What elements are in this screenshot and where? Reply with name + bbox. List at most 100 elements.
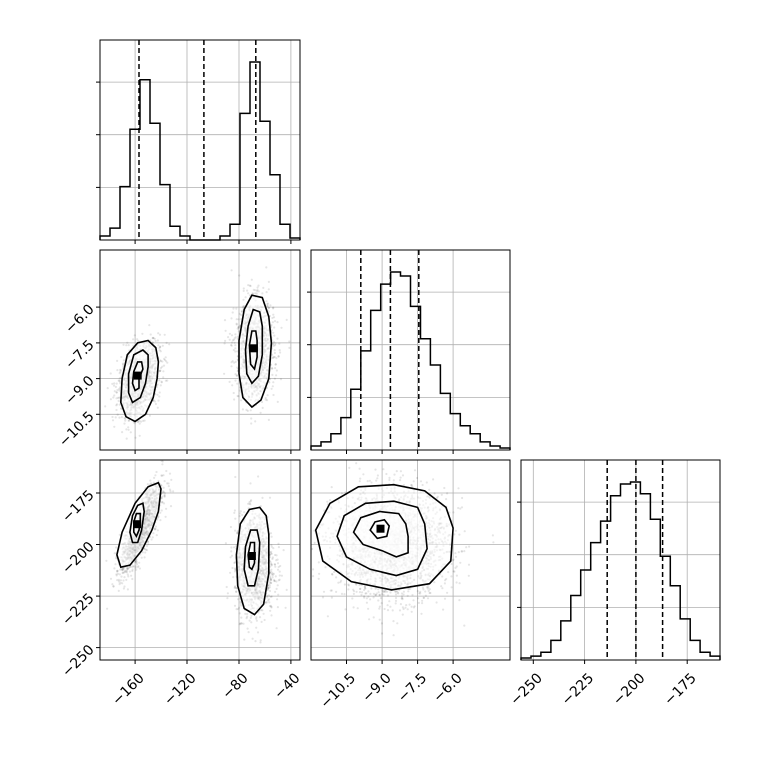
- sample-point: [153, 337, 156, 340]
- sample-point: [105, 559, 108, 562]
- sample-point: [160, 497, 163, 500]
- sample-point: [161, 460, 164, 463]
- sample-point: [272, 393, 275, 397]
- sample-point: [246, 627, 249, 630]
- sample-point: [109, 372, 112, 375]
- sample-point: [250, 417, 253, 420]
- sample-point: [254, 420, 257, 423]
- sample-point: [265, 266, 268, 269]
- sample-point: [267, 306, 271, 310]
- sample-point: [123, 585, 126, 588]
- sample-point: [163, 357, 166, 360]
- sample-point: [236, 530, 239, 533]
- sample-point: [255, 292, 258, 295]
- sample-point: [261, 292, 264, 295]
- sample-point: [111, 419, 115, 422]
- sample-point: [237, 318, 240, 321]
- sample-point: [275, 374, 278, 377]
- sample-point: [269, 609, 272, 612]
- sample-point: [224, 339, 227, 342]
- sample-point: [249, 409, 252, 412]
- sample-point: [267, 418, 270, 421]
- sample-point: [122, 363, 125, 366]
- sample-point: [123, 416, 126, 420]
- sample-point: [243, 638, 246, 641]
- sample-point: [251, 292, 254, 295]
- sample-point: [231, 339, 234, 342]
- sample-point: [137, 565, 140, 568]
- sample-point: [162, 502, 166, 505]
- sample-point: [236, 337, 239, 340]
- sample-point: [224, 542, 227, 545]
- sample-point: [284, 606, 287, 609]
- sample-point: [159, 360, 162, 363]
- sample-point: [270, 563, 273, 566]
- sample-point: [111, 583, 114, 586]
- sample-point: [121, 362, 125, 365]
- sample-point: [266, 596, 269, 599]
- sample-point: [229, 556, 232, 559]
- sample-point: [138, 419, 141, 422]
- sample-point: [246, 409, 249, 412]
- sample-point: [246, 289, 249, 292]
- sample-point: [127, 426, 130, 429]
- sample-point: [250, 422, 253, 425]
- sample-point: [321, 596, 325, 599]
- sample-point: [128, 565, 132, 569]
- sample-point: [270, 595, 273, 598]
- sample-point: [233, 341, 236, 344]
- sample-point: [118, 379, 121, 382]
- sample-point: [161, 360, 164, 363]
- sample-point: [233, 546, 236, 549]
- sample-point: [156, 406, 159, 409]
- sample-point: [143, 419, 146, 422]
- sample-point: [276, 558, 279, 561]
- sample-point: [270, 571, 273, 574]
- sample-point: [167, 482, 170, 485]
- sample-point: [162, 364, 166, 367]
- sample-point: [256, 286, 259, 289]
- sample-point: [234, 567, 237, 570]
- sample-point: [160, 509, 163, 512]
- sample-point: [164, 379, 167, 382]
- sample-point: [234, 373, 237, 376]
- sample-point: [152, 481, 155, 484]
- sample-point: [116, 359, 119, 362]
- sample-point: [273, 326, 276, 329]
- sample-point: [273, 334, 276, 337]
- sample-point: [161, 500, 164, 504]
- sample-point: [115, 408, 118, 412]
- sample-point: [106, 607, 109, 610]
- sample-point: [270, 605, 273, 608]
- sample-point: [163, 358, 166, 362]
- sample-point: [232, 391, 235, 395]
- sample-point: [118, 377, 121, 380]
- sample-point: [261, 609, 264, 612]
- sample-point: [267, 583, 270, 586]
- sample-point: [233, 398, 236, 401]
- sample-point: [166, 379, 169, 382]
- sample-point: [157, 344, 160, 347]
- sample-point: [124, 417, 127, 420]
- sample-point: [235, 587, 238, 590]
- sample-point: [240, 310, 243, 313]
- sample-point: [140, 420, 143, 423]
- sample-point: [282, 549, 285, 552]
- sample-point: [165, 360, 168, 363]
- sample-point: [164, 515, 167, 518]
- sample-point: [269, 565, 272, 568]
- sample-point: [117, 578, 120, 582]
- sample-point: [249, 284, 252, 288]
- sample-point: [250, 499, 253, 502]
- sample-point: [157, 515, 160, 518]
- sample-point: [154, 339, 157, 343]
- sample-point: [271, 316, 274, 320]
- sample-point: [122, 567, 125, 570]
- sample-point: [163, 495, 166, 498]
- sample-point: [266, 305, 269, 308]
- sample-point: [239, 600, 242, 604]
- sample-point: [160, 474, 163, 477]
- sample-point: [273, 355, 276, 359]
- sample-point: [251, 637, 254, 640]
